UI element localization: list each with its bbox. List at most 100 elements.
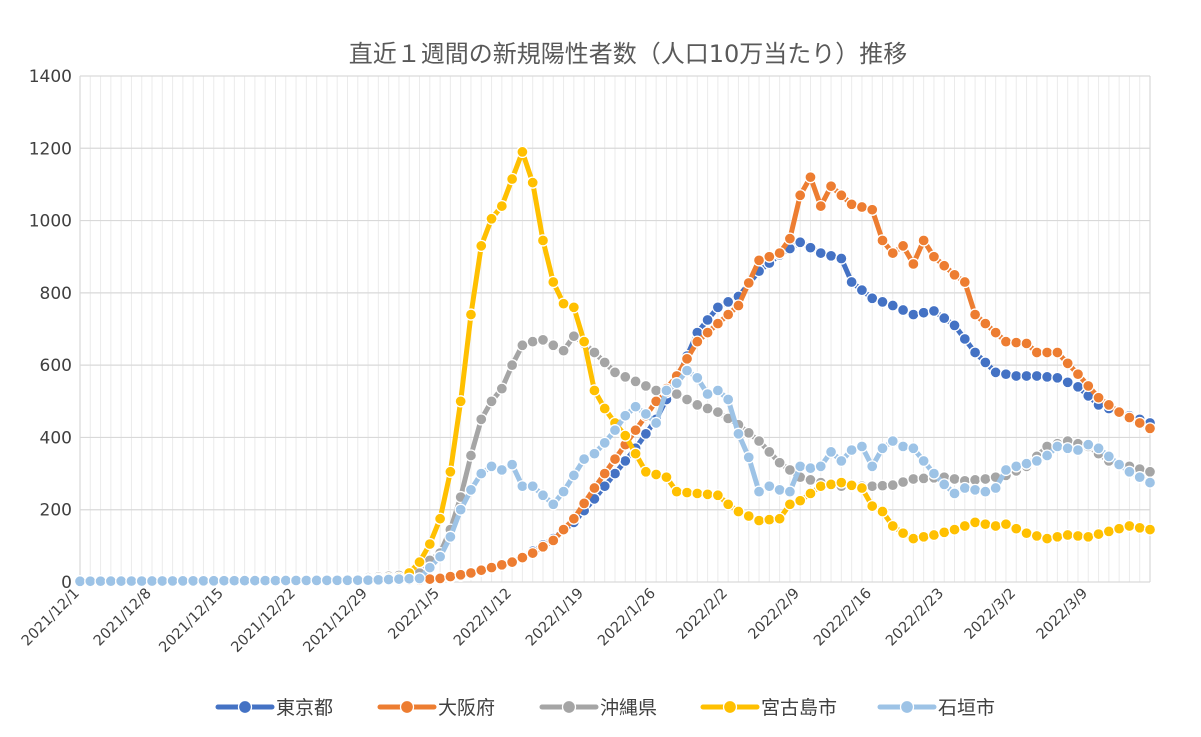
data-point xyxy=(794,236,807,249)
data-point xyxy=(289,574,303,587)
data-point xyxy=(526,546,539,560)
x-tick-label: 2022/2/9 xyxy=(746,586,803,643)
data-point xyxy=(742,509,755,523)
x-tick-label: 2022/1/19 xyxy=(523,586,587,650)
y-tick-label: 400 xyxy=(40,428,72,448)
data-point xyxy=(413,555,426,569)
data-point xyxy=(505,358,519,372)
data-point xyxy=(824,445,838,459)
data-point xyxy=(454,395,467,408)
data-point xyxy=(1051,440,1064,453)
data-point xyxy=(526,335,539,348)
data-point xyxy=(752,485,766,498)
data-point xyxy=(588,384,601,397)
data-point xyxy=(423,561,436,574)
data-point xyxy=(938,478,951,491)
data-point xyxy=(1040,370,1054,384)
y-tick-label: 0 xyxy=(61,573,72,593)
data-point xyxy=(999,335,1013,348)
data-point xyxy=(680,486,694,499)
data-point xyxy=(516,480,529,493)
data-point xyxy=(217,574,231,587)
data-point xyxy=(968,483,982,496)
data-point xyxy=(1082,438,1095,451)
data-point xyxy=(639,407,653,421)
data-point xyxy=(187,574,200,587)
data-point xyxy=(433,512,447,525)
data-point xyxy=(896,440,910,453)
data-point xyxy=(536,234,550,247)
data-point xyxy=(1133,521,1146,534)
data-point xyxy=(691,398,704,412)
x-tick-label: 2022/2/23 xyxy=(883,586,947,650)
data-point xyxy=(876,479,889,492)
data-point xyxy=(1071,443,1085,457)
x-tick-label: 2022/3/2 xyxy=(962,586,1019,643)
data-point xyxy=(516,145,529,159)
data-point xyxy=(1061,376,1074,389)
data-point xyxy=(917,234,930,247)
data-point xyxy=(557,485,570,498)
data-point xyxy=(536,489,550,502)
y-axis-ticks: 0 200 400 600 800 1000 1200 1400 xyxy=(29,67,72,593)
data-point xyxy=(135,574,148,588)
data-point xyxy=(475,564,488,577)
data-point xyxy=(485,395,498,408)
data-point xyxy=(300,574,313,587)
data-point xyxy=(577,335,591,348)
data-point xyxy=(629,424,642,437)
data-point xyxy=(804,461,817,475)
data-point xyxy=(341,574,354,587)
data-point xyxy=(742,276,755,290)
data-point xyxy=(1020,527,1033,540)
data-point xyxy=(773,483,786,496)
data-point xyxy=(1112,458,1126,471)
data-point xyxy=(557,297,570,310)
data-point xyxy=(650,416,663,430)
data-point xyxy=(896,475,910,489)
data-point xyxy=(1051,530,1064,543)
data-point xyxy=(855,440,869,453)
data-point xyxy=(773,456,786,469)
data-point xyxy=(680,393,694,406)
data-point xyxy=(1123,411,1136,424)
data-point xyxy=(701,488,714,501)
data-point xyxy=(763,250,776,263)
data-point xyxy=(722,295,735,309)
data-point xyxy=(608,366,622,379)
data-point xyxy=(670,377,683,390)
data-point xyxy=(968,346,982,359)
data-point xyxy=(927,250,941,263)
data-point xyxy=(598,467,611,480)
data-point xyxy=(804,241,817,254)
data-point xyxy=(886,478,899,492)
data-point xyxy=(567,301,580,314)
data-point xyxy=(1123,519,1136,533)
data-point xyxy=(1030,529,1043,543)
data-point xyxy=(722,308,735,321)
data-point xyxy=(701,402,714,415)
data-point xyxy=(804,487,817,500)
data-point xyxy=(475,239,488,253)
data-point xyxy=(1071,529,1085,543)
data-point xyxy=(1143,422,1157,435)
x-tick-label: 2021/12/29 xyxy=(300,586,370,656)
data-point xyxy=(752,434,766,448)
data-point xyxy=(763,480,776,493)
data-point xyxy=(1040,346,1054,359)
data-point xyxy=(361,574,375,587)
x-tick-label: 2022/1/5 xyxy=(386,586,443,643)
data-point xyxy=(608,467,622,480)
data-point xyxy=(1143,523,1157,536)
data-point xyxy=(824,478,838,491)
data-point xyxy=(804,171,817,184)
data-point xyxy=(845,198,858,211)
data-point xyxy=(979,356,992,369)
data-point xyxy=(547,498,560,511)
data-point xyxy=(1092,527,1105,541)
data-point xyxy=(958,481,971,495)
data-point xyxy=(968,516,982,529)
data-point xyxy=(125,574,138,588)
x-tick-label: 2022/3/9 xyxy=(1034,586,1091,643)
data-point xyxy=(722,393,735,406)
